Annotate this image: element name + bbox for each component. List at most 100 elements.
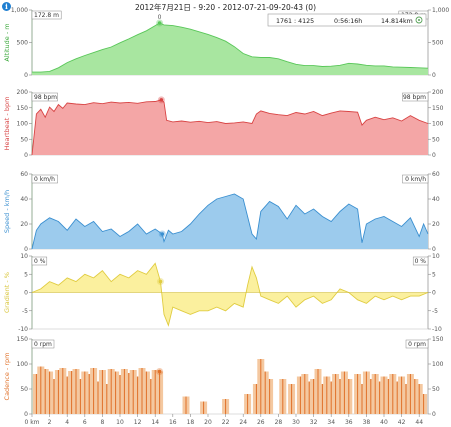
x-tick-label: 0 km xyxy=(24,419,39,426)
x-tick-label: 42 xyxy=(398,419,406,426)
page-title: 2012年7月21日 - 9:20 - 2012-07-21-09-20-43 … xyxy=(134,3,317,12)
y-tick-label-left: 0 xyxy=(24,152,28,159)
y-tick-label-right: 40 xyxy=(432,196,440,203)
value-box-right-frame xyxy=(412,256,429,266)
y-tick-label-right: 5 xyxy=(432,271,436,278)
value-box-left: 0 % xyxy=(34,258,46,265)
chart-panel-gradient: 10 5 0 -5 -10 10 5 0 -5 -10 Gradient - % 0 % 0 % xyxy=(3,253,442,333)
value-box-left-frame xyxy=(31,256,48,266)
y-axis-label: Heartbeat - bpm xyxy=(3,97,11,151)
info-icon[interactable]: i xyxy=(2,2,11,11)
value-box-left-frame xyxy=(31,339,55,349)
area-fill xyxy=(32,99,428,155)
position-marker xyxy=(157,369,162,374)
y-tick-label-right: 0 xyxy=(432,290,436,297)
y-tick-label-right: 0 xyxy=(432,411,436,418)
position-marker xyxy=(160,232,165,236)
series-line xyxy=(31,262,429,327)
x-tick-label: 38 xyxy=(363,419,371,426)
summary-duration: 0:56:16h xyxy=(334,18,362,25)
y-tick-label-right: 1,000 xyxy=(432,7,449,14)
x-tick-label: 40 xyxy=(380,419,388,426)
y-tick-label-right: 150 xyxy=(432,336,444,343)
x-tick-label: 28 xyxy=(275,419,283,426)
x-tick-label: 22 xyxy=(222,419,230,426)
y-tick-label-right: 200 xyxy=(432,89,444,96)
area-fill xyxy=(32,263,428,326)
y-tick-label-left: 60 xyxy=(20,171,28,178)
x-tick-label: 6 xyxy=(83,419,87,426)
y-tick-label-right: 100 xyxy=(432,361,444,368)
y-tick-label-left: -5 xyxy=(22,308,28,315)
y-tick-label-left: -10 xyxy=(18,326,28,333)
y-axis-label: Speed - km/h xyxy=(3,190,11,233)
chart-panel-speed: 60 40 20 0 60 40 20 0 Speed - km/h 0 km/h 0 km/h xyxy=(3,171,440,253)
value-box-right-frame xyxy=(402,174,429,184)
series-line xyxy=(32,22,429,73)
x-tick-label: 14 xyxy=(151,419,159,426)
y-tick-label-left: 0 xyxy=(24,290,28,297)
y-tick-label-right: 10 xyxy=(432,253,440,260)
value-box-left-frame xyxy=(31,92,58,102)
y-tick-label-right: 150 xyxy=(432,105,444,112)
target-icon-dot xyxy=(418,19,420,21)
x-tick-label: 10 xyxy=(116,419,124,426)
x-tick-label: 34 xyxy=(327,419,335,426)
y-axis-label: Gradient - % xyxy=(3,272,11,313)
y-tick-label-left: 0 xyxy=(24,411,28,418)
y-tick-label-right: 0 xyxy=(432,152,436,159)
x-tick-label: 30 xyxy=(292,419,300,426)
y-tick-label-right: 100 xyxy=(432,121,444,128)
x-tick-label: 44 xyxy=(415,419,423,426)
target-icon xyxy=(415,16,423,24)
y-tick-label-left: 1,000 xyxy=(11,7,28,14)
x-tick-label: 32 xyxy=(310,419,318,426)
y-tick-label-left: 150 xyxy=(17,336,29,343)
value-box-right: 98 bpm xyxy=(403,94,426,101)
series-line xyxy=(31,193,429,250)
x-tick-label: 24 xyxy=(239,419,247,426)
y-tick-label-left: 5 xyxy=(24,271,28,278)
y-tick-label-left: 20 xyxy=(20,221,28,228)
summary-range: 1761 : 4125 xyxy=(276,18,314,25)
position-marker xyxy=(159,98,164,102)
y-tick-label-left: 100 xyxy=(17,121,29,128)
value-box-right-frame xyxy=(402,92,429,102)
position-marker xyxy=(157,21,162,25)
y-tick-label-right: 50 xyxy=(432,386,440,393)
chart-panel-heartbeat: 200 150 100 50 0 200 150 100 50 0 Heartbeat - bpm 9… xyxy=(3,89,444,159)
y-tick-label-left: 0 xyxy=(24,72,28,79)
y-axis-label: Altitude - m xyxy=(3,23,11,61)
y-tick-label-left: 50 xyxy=(20,136,28,143)
y-axis-label: Cadence - rpm xyxy=(3,353,11,401)
x-tick-label: 2 xyxy=(48,419,52,426)
value-box-right-frame xyxy=(405,339,429,349)
x-tick-label: 20 xyxy=(204,419,212,426)
value-box-left: 0 rpm xyxy=(34,341,52,348)
series-line xyxy=(31,99,429,156)
y-tick-label-right: 0 xyxy=(432,246,436,253)
area-fill xyxy=(32,194,428,249)
y-tick-label-right: 500 xyxy=(432,40,444,47)
value-box-left-frame xyxy=(31,174,58,184)
value-box-left: 172.8 m xyxy=(34,12,59,19)
x-tick-label: 36 xyxy=(345,419,353,426)
y-tick-label-left: 100 xyxy=(17,361,29,368)
x-tick-label: 16 xyxy=(169,419,177,426)
value-box-right: 0 rpm xyxy=(408,341,426,348)
x-tick-label: 18 xyxy=(187,419,195,426)
y-tick-label-right: 50 xyxy=(432,136,440,143)
y-tick-label-right: 60 xyxy=(432,171,440,178)
x-tick-label: 4 xyxy=(65,419,69,426)
x-tick-label: 12 xyxy=(134,419,142,426)
summary-frame xyxy=(267,13,427,27)
summary-distance: 14.814km xyxy=(381,18,413,25)
area-fill xyxy=(32,23,428,75)
y-tick-label-left: 0 xyxy=(24,246,28,253)
value-box-left: 98 bpm xyxy=(34,94,57,101)
y-tick-label-left: 500 xyxy=(17,40,29,47)
value-box-right: 0 km/h xyxy=(405,176,426,183)
summary-box: 1761 : 4125 0:56:16h 14.814km xyxy=(267,13,427,27)
y-tick-label-left: 50 xyxy=(20,386,28,393)
